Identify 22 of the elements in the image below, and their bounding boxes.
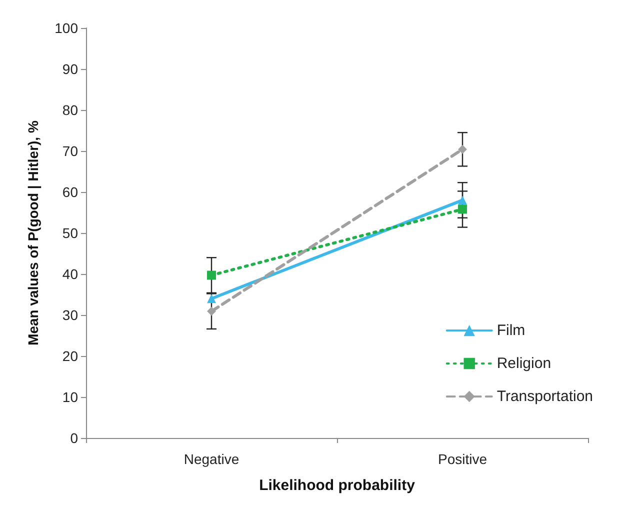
y-tick-label: 20: [62, 348, 78, 364]
y-axis-title: Mean values of P(good | Hitler), %: [25, 120, 42, 346]
legend-label: Film: [496, 322, 526, 339]
y-tick-label: 0: [70, 430, 78, 446]
x-tick-label: Positive: [438, 451, 488, 467]
y-tick-label: 70: [62, 143, 78, 159]
y-tick-label: 40: [62, 266, 78, 282]
point: [458, 204, 467, 214]
y-tick-label: 30: [62, 307, 78, 323]
legend-label: Religion: [496, 355, 552, 372]
x-axis-title: Likelihood probability: [259, 477, 416, 494]
x-tick-label: Negative: [184, 451, 240, 467]
point: [207, 306, 216, 316]
y-tick-label: 80: [62, 102, 78, 118]
y-tick-label: 100: [54, 20, 78, 36]
y-tick-label: 60: [62, 184, 78, 200]
y-tick-label: 50: [62, 225, 78, 241]
y-tick-label: 90: [62, 61, 78, 77]
point: [458, 144, 467, 154]
legend-label: Transportation: [496, 388, 594, 405]
y-tick-label: 10: [62, 389, 78, 405]
point: [207, 270, 216, 280]
